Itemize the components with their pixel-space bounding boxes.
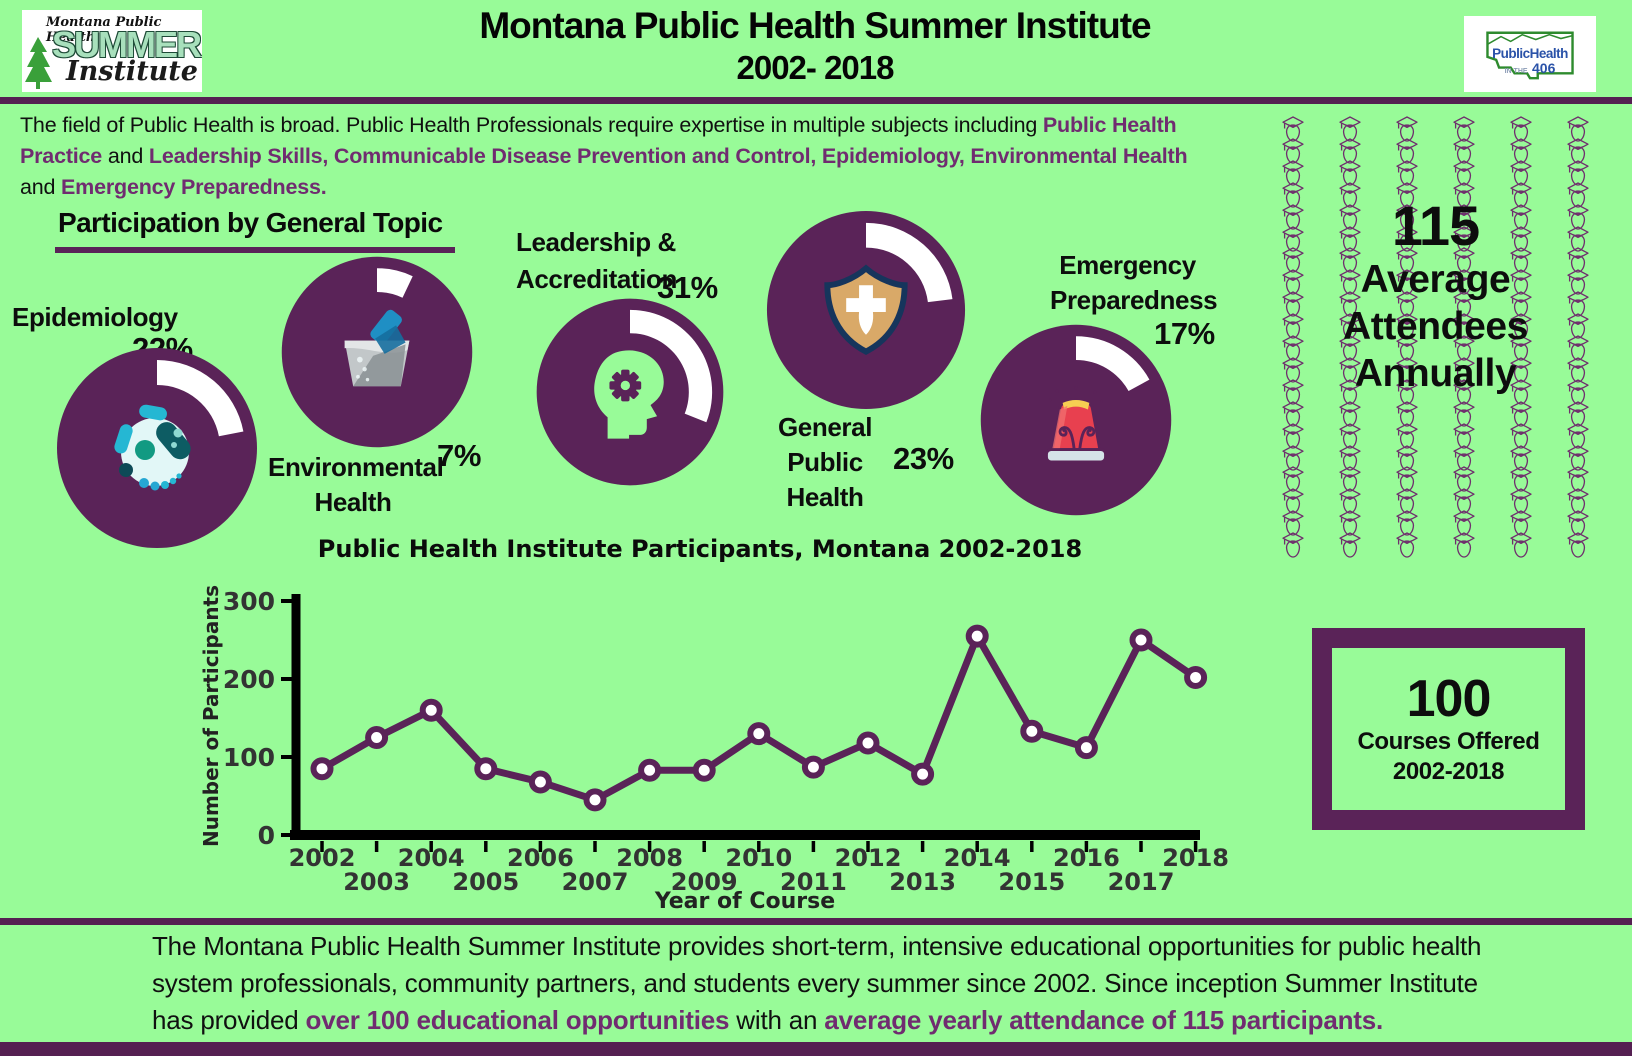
chart-point — [965, 624, 989, 648]
footer-divider — [0, 918, 1632, 925]
chart-point — [474, 757, 498, 781]
x-tick-label: 2009 — [671, 868, 738, 896]
donut-arc — [157, 360, 244, 437]
chart-point — [1074, 736, 1098, 760]
emergency-donut — [980, 324, 1172, 516]
topic-label-environmental: Environmental Health — [268, 452, 444, 517]
courses-number: 100 — [1406, 670, 1492, 728]
logo-left-tagline: Montana Public Health — [46, 15, 162, 45]
donut-arc — [630, 309, 713, 423]
x-tick-label: 2002 — [289, 844, 356, 872]
x-tick-label: 2014 — [944, 844, 1011, 872]
environmental-donut — [281, 256, 473, 448]
x-tick-label: 2015 — [998, 868, 1065, 896]
chart-line — [320, 632, 1198, 804]
logo-right-sub: IN THE 406 — [1478, 60, 1582, 78]
chart-point — [911, 762, 935, 786]
x-tick-label: 2012 — [835, 844, 902, 872]
page-title: Montana Public Health Summer Institute 2… — [380, 4, 1250, 88]
x-tick-label: 2005 — [452, 868, 519, 896]
donut-arc — [377, 268, 413, 298]
chart-point — [856, 731, 880, 755]
topic-pct-general-ph: 23% — [893, 441, 954, 476]
chart-point — [310, 757, 334, 781]
chart-point — [801, 755, 825, 779]
chart-point — [528, 770, 552, 794]
intro-paragraph: The field of Public Health is broad. Pub… — [20, 113, 1188, 199]
header-divider — [0, 97, 1632, 104]
x-tick-label: 2003 — [343, 868, 410, 896]
x-tick-label: 2016 — [1053, 844, 1120, 872]
heading-underline — [55, 247, 455, 253]
chart-point — [365, 726, 389, 749]
chart-point — [1184, 665, 1208, 689]
montana-outline-icon — [1486, 31, 1574, 80]
topic-label-epidemiology: Epidemiology — [12, 302, 178, 332]
chart-point — [692, 758, 716, 782]
chart-title: Public Health Institute Participants, Mo… — [318, 535, 1082, 563]
x-tick-label: 2013 — [889, 868, 956, 896]
logo-right-name: PublicHealth — [1492, 46, 1568, 61]
x-tick-label: 2006 — [507, 844, 574, 872]
siren-icon — [1045, 386, 1107, 464]
x-tick-label: 2018 — [1162, 844, 1229, 872]
x-tick-label: 2004 — [398, 844, 465, 872]
attendees-number: 115 — [1391, 194, 1480, 257]
bottom-bar — [0, 1042, 1632, 1056]
y-tick-label: 300 — [223, 587, 275, 616]
chart-point — [747, 722, 771, 746]
x-axis-title: Year of Course — [654, 889, 835, 914]
courses-line2: 2002-2018 — [1392, 758, 1505, 785]
shield-cross-icon — [824, 264, 908, 355]
chart-point — [419, 698, 443, 722]
attendees-line3: Annually — [1354, 352, 1517, 395]
chart-point — [1020, 719, 1044, 743]
summer-institute-logo: Montana Public Health SUMMER Institute — [22, 10, 202, 92]
chart-point — [1129, 628, 1153, 652]
courses-line1: Courses Offered — [1357, 728, 1540, 755]
pine-tree-icon — [25, 37, 52, 89]
page-title-line1: Montana Public Health Summer Institute — [479, 5, 1151, 46]
logo-right-prefix: IN THE — [1504, 68, 1528, 75]
y-tick-label: 100 — [223, 743, 275, 772]
y-tick-label: 200 — [223, 665, 275, 694]
topic-pct-leadership: 31% — [657, 270, 718, 305]
topic-label-leadership: Leadership & Accreditation — [516, 227, 677, 294]
logo-right-number: 406 — [1532, 60, 1556, 76]
water-bucket-icon — [344, 309, 410, 387]
chart-point — [638, 758, 662, 782]
section-heading: Participation by General Topic — [58, 207, 443, 238]
microbe-icon — [114, 404, 191, 491]
y-axis-title: Number of Participants — [199, 585, 223, 847]
courses-box: 100 Courses Offered 2002-2018 — [1312, 628, 1585, 830]
topic-label-emergency: Emergency Preparedness — [1050, 250, 1218, 315]
head-gear-icon — [594, 350, 664, 439]
topic-pct-emergency: 17% — [1154, 316, 1215, 351]
attendees-line1: Average — [1360, 258, 1511, 301]
topic-label-general-ph: General Public Health — [777, 412, 873, 512]
general-ph-donut — [766, 210, 966, 410]
attendees-line2: Attendees — [1343, 305, 1528, 348]
x-tick-label: 2017 — [1108, 868, 1175, 896]
page-title-line2: 2002- 2018 — [736, 49, 895, 86]
leadership-donut — [536, 298, 724, 486]
attendees-callout: 115 Average Attendees Annually — [1283, 196, 1588, 397]
x-tick-label: 2010 — [725, 844, 792, 872]
x-tick-label: 2007 — [562, 868, 629, 896]
chart-point — [583, 788, 607, 812]
topic-pct-environmental: 7% — [437, 438, 482, 473]
publichealth-406-logo: PublicHealth IN THE 406 — [1464, 16, 1596, 92]
donut-arc — [866, 222, 953, 303]
donut-arc — [1076, 336, 1150, 392]
gear-icon — [609, 369, 642, 402]
x-tick-label: 2011 — [780, 868, 847, 896]
epidemiology-donut — [57, 348, 257, 548]
logo-left-institute: Institute — [66, 56, 198, 87]
footer-paragraph: The Montana Public Health Summer Institu… — [152, 931, 1482, 1035]
y-tick-label: 0 — [258, 821, 275, 850]
x-tick-label: 2008 — [616, 844, 683, 872]
logo-left-summer: SUMMER — [52, 24, 202, 65]
